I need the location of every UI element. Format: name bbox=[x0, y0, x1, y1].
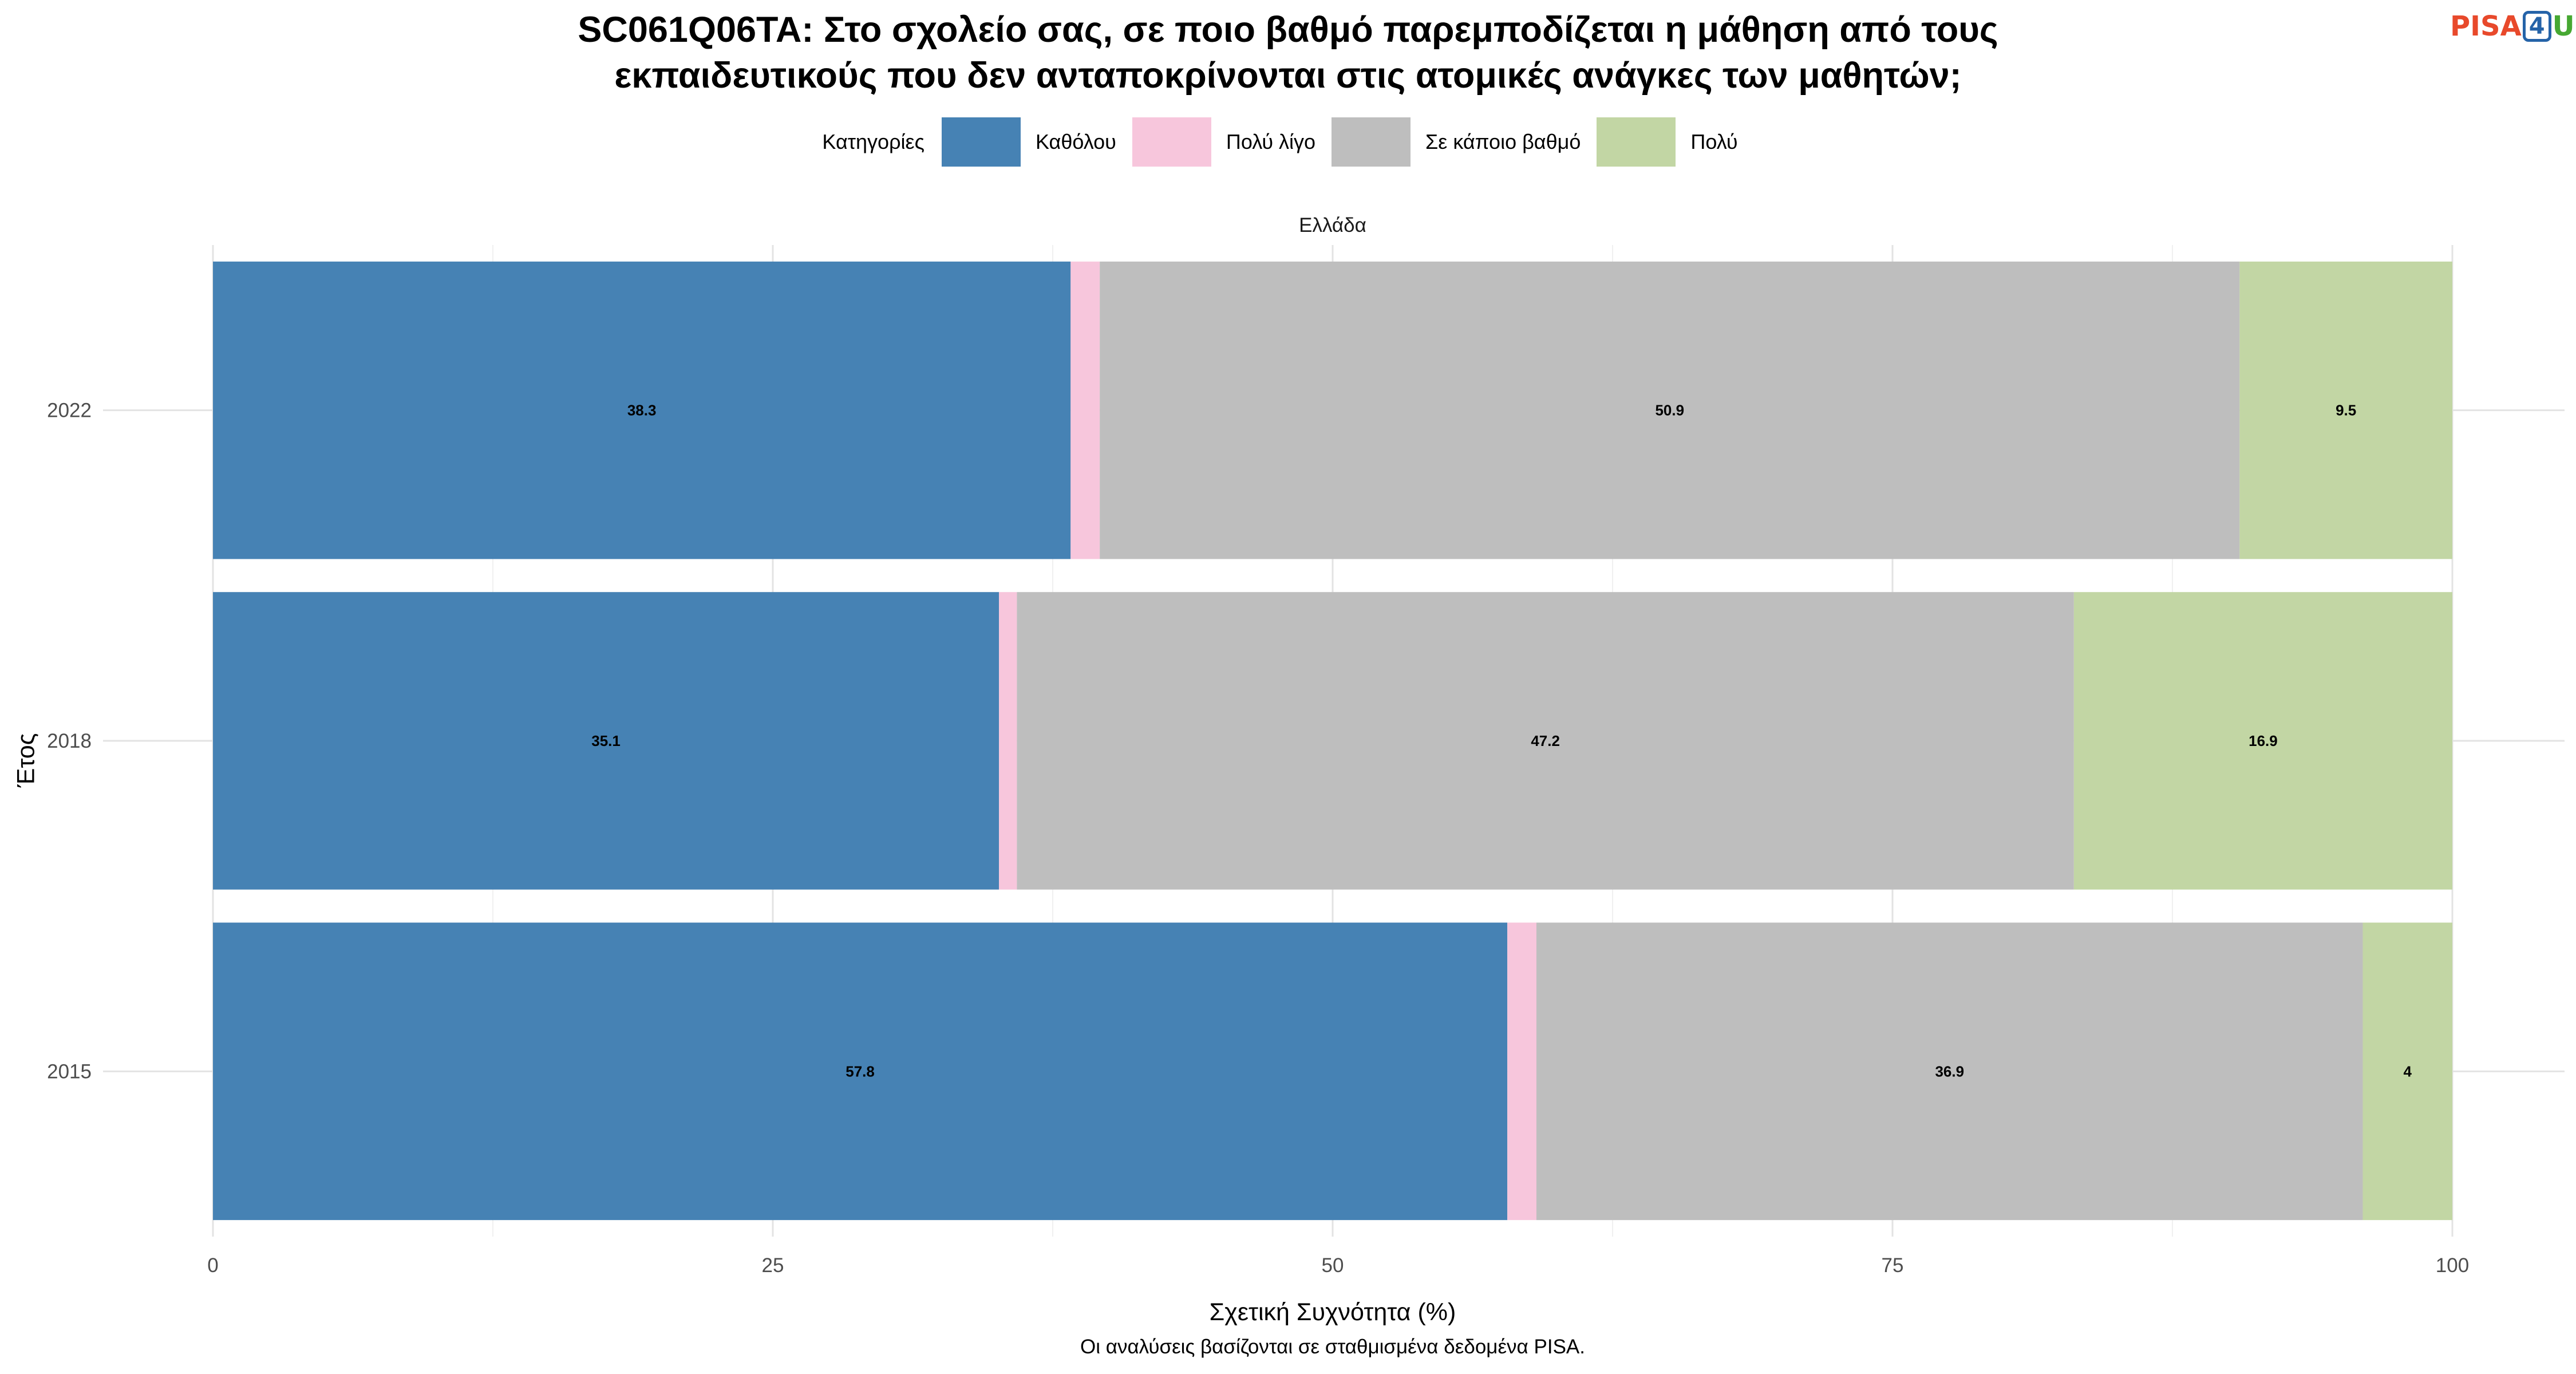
chart-title-line-2: εκπαιδευτικούς που δεν ανταποκρίνονται σ… bbox=[614, 56, 1962, 96]
bar-segment bbox=[1507, 922, 1536, 1221]
bar-segment bbox=[2362, 922, 2452, 1221]
legend-key-poly-ligo bbox=[1132, 117, 1211, 167]
bar-segment bbox=[2073, 592, 2452, 890]
facet-label: Ελλάδα bbox=[1299, 214, 1366, 236]
bar-segment bbox=[213, 592, 999, 890]
data-label: 57.8 bbox=[846, 1063, 875, 1080]
bar-segment bbox=[1536, 922, 2363, 1221]
legend-item-se-kapoio-vathmo: Σε κάποιο βαθμό bbox=[1332, 117, 1581, 167]
bar-segment bbox=[213, 922, 1508, 1221]
caption: Οι αναλύσεις βασίζονται σε σταθμισμένα δ… bbox=[1080, 1336, 1585, 1358]
data-label: 35.1 bbox=[591, 732, 621, 749]
legend-key-katholou bbox=[941, 117, 1021, 167]
legend-key-poly bbox=[1597, 117, 1676, 167]
bar-segment bbox=[213, 261, 1071, 559]
x-tick-label: 100 bbox=[2436, 1254, 2469, 1277]
bar-segment bbox=[1100, 261, 2240, 559]
bar-segment bbox=[1070, 261, 1100, 559]
legend-title: Κατηγορίες bbox=[822, 130, 924, 153]
legend-label-poly: Πολύ bbox=[1690, 130, 1738, 153]
chart-title-line-1: SC061Q06TA: Στο σχολείο σας, σε ποιο βαθ… bbox=[578, 10, 1998, 50]
legend: Κατηγορίες Καθόλου Πολύ λίγο Σε κάποιο β… bbox=[0, 117, 2576, 167]
legend-label-katholou: Καθόλου bbox=[1035, 130, 1116, 153]
chart-title: SC061Q06TA: Στο σχολείο σας, σε ποιο βαθ… bbox=[0, 7, 2576, 98]
legend-item-katholou: Καθόλου bbox=[941, 117, 1116, 167]
y-tick-label: 2022 bbox=[47, 400, 92, 422]
legend-item-poly: Πολύ bbox=[1597, 117, 1738, 167]
y-tick-label: 2015 bbox=[47, 1060, 92, 1083]
data-label: 47.2 bbox=[1531, 732, 1560, 749]
legend-item-poly-ligo: Πολύ λίγο bbox=[1132, 117, 1315, 167]
legend-label-poly-ligo: Πολύ λίγο bbox=[1226, 130, 1316, 153]
legend-label-se-kapoio-vathmo: Σε κάποιο βαθμό bbox=[1425, 130, 1581, 153]
bar-segment bbox=[1017, 592, 2074, 890]
legend-key-se-kapoio-vathmo bbox=[1332, 117, 1411, 167]
y-tick-label: 2018 bbox=[47, 730, 92, 752]
x-axis-label: Σχετική Συχνότητα (%) bbox=[1209, 1298, 1456, 1326]
x-tick-label: 0 bbox=[207, 1254, 218, 1277]
pisa4u-logo: PISA 4 U bbox=[2450, 10, 2575, 42]
data-label: 4 bbox=[2404, 1063, 2412, 1080]
data-label: 9.5 bbox=[2336, 402, 2356, 419]
data-label: 16.9 bbox=[2249, 732, 2278, 749]
bar-segment bbox=[2239, 261, 2452, 559]
data-label: 50.9 bbox=[1655, 402, 1684, 419]
x-tick-label: 75 bbox=[1882, 1254, 1904, 1277]
x-tick-label: 25 bbox=[762, 1254, 784, 1277]
x-tick-label: 50 bbox=[1322, 1254, 1344, 1277]
y-axis-label: Έτος bbox=[12, 733, 40, 788]
data-label: 38.3 bbox=[627, 402, 657, 419]
data-label: 36.9 bbox=[1935, 1063, 1964, 1080]
bar-segment bbox=[999, 592, 1017, 890]
